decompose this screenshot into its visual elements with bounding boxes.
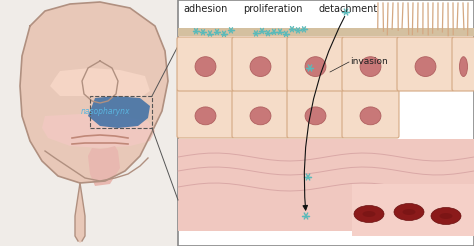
Ellipse shape: [394, 203, 424, 220]
Ellipse shape: [230, 30, 232, 31]
Ellipse shape: [297, 30, 299, 31]
FancyBboxPatch shape: [397, 37, 454, 91]
Ellipse shape: [250, 57, 271, 77]
Text: proliferation: proliferation: [243, 4, 303, 14]
Text: adhesion: adhesion: [184, 4, 228, 14]
Bar: [178, 139, 474, 231]
Ellipse shape: [305, 57, 326, 77]
Polygon shape: [88, 96, 150, 128]
Ellipse shape: [360, 107, 381, 125]
Ellipse shape: [195, 30, 197, 32]
Ellipse shape: [309, 67, 311, 69]
Bar: [178, 28, 474, 36]
FancyBboxPatch shape: [177, 89, 234, 138]
FancyBboxPatch shape: [177, 37, 234, 91]
Polygon shape: [75, 183, 85, 243]
Ellipse shape: [305, 215, 307, 217]
FancyBboxPatch shape: [232, 37, 289, 91]
Ellipse shape: [223, 33, 225, 35]
Ellipse shape: [195, 107, 216, 125]
FancyBboxPatch shape: [342, 37, 399, 91]
Ellipse shape: [285, 33, 287, 35]
FancyBboxPatch shape: [232, 89, 289, 138]
Ellipse shape: [209, 33, 211, 34]
Polygon shape: [20, 2, 168, 183]
Ellipse shape: [250, 107, 271, 125]
FancyBboxPatch shape: [342, 89, 399, 138]
Ellipse shape: [291, 28, 293, 30]
Ellipse shape: [307, 176, 309, 178]
Ellipse shape: [459, 57, 467, 77]
Ellipse shape: [363, 211, 375, 217]
Polygon shape: [50, 68, 150, 98]
Ellipse shape: [439, 213, 453, 219]
Text: invasion: invasion: [350, 58, 388, 66]
Ellipse shape: [402, 209, 416, 215]
FancyBboxPatch shape: [452, 37, 474, 91]
Ellipse shape: [279, 31, 281, 33]
Ellipse shape: [360, 57, 381, 77]
Ellipse shape: [267, 32, 269, 34]
Ellipse shape: [431, 207, 461, 225]
Polygon shape: [88, 146, 120, 186]
Ellipse shape: [305, 107, 326, 125]
Ellipse shape: [273, 31, 275, 33]
Ellipse shape: [354, 205, 384, 222]
Bar: [352, 184, 474, 236]
Bar: [0, 0, 178, 246]
Bar: [90, 96, 152, 128]
Polygon shape: [42, 114, 155, 148]
Text: nasopharynx: nasopharynx: [80, 108, 130, 117]
Ellipse shape: [195, 57, 216, 77]
FancyBboxPatch shape: [287, 89, 344, 138]
Ellipse shape: [303, 29, 305, 30]
Text: detachment: detachment: [319, 4, 378, 14]
Ellipse shape: [202, 31, 204, 33]
Ellipse shape: [261, 30, 263, 32]
FancyBboxPatch shape: [287, 37, 344, 91]
Ellipse shape: [255, 32, 257, 34]
Ellipse shape: [415, 57, 436, 77]
Ellipse shape: [216, 31, 218, 33]
Bar: [178, 0, 474, 246]
Ellipse shape: [345, 11, 347, 13]
